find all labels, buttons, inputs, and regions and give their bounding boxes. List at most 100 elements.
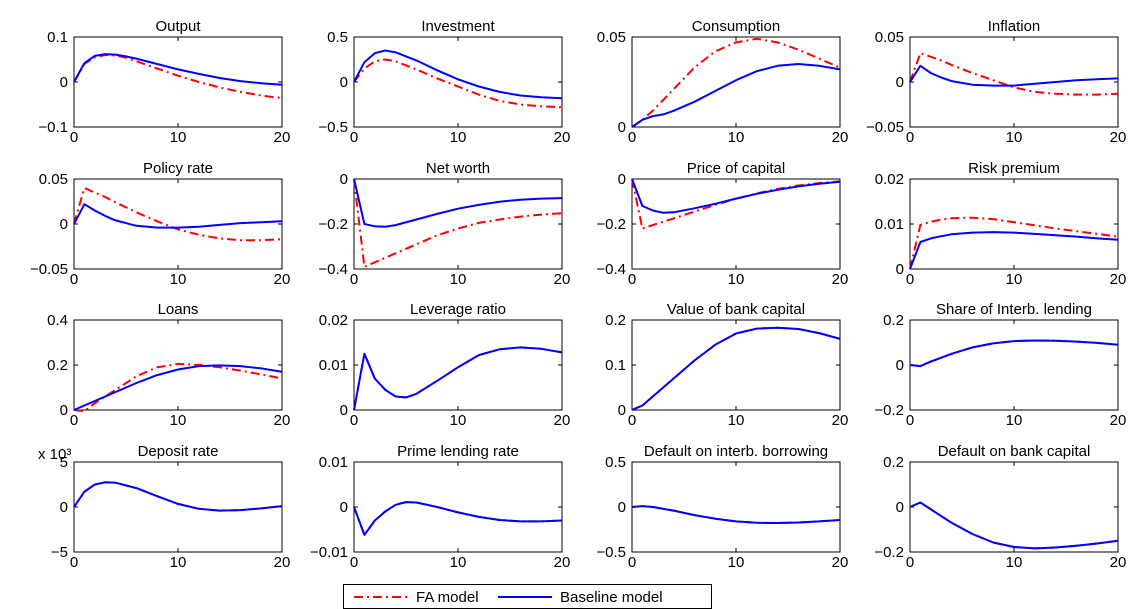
y-tick-label: 0.2 xyxy=(883,312,904,329)
x-tick-label: 20 xyxy=(832,412,849,429)
y-tick-label: −0.4 xyxy=(596,261,626,278)
panel-net-worth: Net worth 0 10 20 0 −0.2 −0.4 xyxy=(318,160,570,288)
y-tick-label: 0 xyxy=(618,171,626,188)
y-tick-label: 0 xyxy=(618,402,626,419)
legend-label-baseline: Baseline model xyxy=(560,588,663,606)
series-line-baseline-model xyxy=(631,63,841,128)
y-tick-label: 0.01 xyxy=(319,454,348,471)
panel-title: Prime lending rate xyxy=(397,443,519,460)
y-tick-label: −0.4 xyxy=(318,261,348,278)
y-tick-label: −5 xyxy=(51,544,68,561)
y-tick-label: 0 xyxy=(340,74,348,91)
panel-loans: Loans 0 10 20 0.4 0.2 0 xyxy=(47,301,290,429)
plot-frame xyxy=(73,178,283,270)
panel-title: Deposit rate xyxy=(138,443,219,460)
y-tick-label: 0 xyxy=(896,74,904,91)
panel-title: Risk premium xyxy=(968,160,1060,177)
y-tick-label: 0 xyxy=(896,357,904,374)
y-tick-label: 0 xyxy=(896,499,904,516)
panel-title: Consumption xyxy=(692,18,780,35)
panel-price-of-capital: Price of capital 0 10 20 0 −0.2 −0.4 xyxy=(596,160,848,288)
series-line-baseline-model xyxy=(73,203,283,229)
x-tick-label: 0 xyxy=(628,412,636,429)
y-tick-label: −0.5 xyxy=(596,544,626,561)
series-line-baseline-model xyxy=(631,178,841,214)
x-tick-label: 0 xyxy=(628,554,636,571)
y-tick-label: 0.2 xyxy=(605,312,626,329)
x-tick-label: 0 xyxy=(350,271,358,288)
x-tick-label: 0 xyxy=(70,129,78,146)
y-tick-label: 0 xyxy=(60,74,68,91)
panel-title: Share of Interb. lending xyxy=(936,301,1092,318)
plot-frame xyxy=(631,319,841,411)
legend-item-fa: FA model xyxy=(352,587,479,607)
x-tick-label: 10 xyxy=(450,271,467,288)
x-tick-label: 0 xyxy=(70,271,78,288)
legend-label-fa: FA model xyxy=(416,588,479,606)
y-tick-label: 0.1 xyxy=(605,357,626,374)
y-tick-label: −0.2 xyxy=(874,544,904,561)
legend-item-baseline: Baseline model xyxy=(496,587,663,607)
y-tick-label: −0.5 xyxy=(318,119,348,136)
y-tick-label: 0 xyxy=(340,171,348,188)
y-tick-label: 0.02 xyxy=(319,312,348,329)
x-tick-label: 10 xyxy=(450,412,467,429)
y-tick-label: 0.1 xyxy=(47,29,68,46)
series-line-baseline-model xyxy=(909,64,1119,87)
x-tick-label: 20 xyxy=(1110,271,1127,288)
plot-frame xyxy=(73,461,283,553)
x-tick-label: 20 xyxy=(274,271,291,288)
series-line-baseline-model xyxy=(73,364,283,411)
plot-frame xyxy=(909,319,1119,411)
x-tick-label: 0 xyxy=(350,554,358,571)
x-tick-label: 20 xyxy=(1110,554,1127,571)
x-tick-label: 10 xyxy=(450,129,467,146)
legend-line-fa xyxy=(354,596,408,598)
series-line-fa-model xyxy=(631,37,841,128)
x-tick-label: 20 xyxy=(274,554,291,571)
x-tick-label: 20 xyxy=(554,129,571,146)
x-tick-label: 20 xyxy=(274,129,291,146)
y-tick-label: −0.01 xyxy=(310,544,348,561)
legend-line-baseline xyxy=(498,596,552,598)
plot-frame xyxy=(909,178,1119,270)
y-tick-label: 0 xyxy=(618,499,626,516)
x-tick-label: 0 xyxy=(350,129,358,146)
y-tick-label: 0.2 xyxy=(47,357,68,374)
series-line-baseline-model xyxy=(909,501,1119,550)
y-tick-label: −0.2 xyxy=(874,402,904,419)
panel-risk-premium: Risk premium 0 10 20 0.02 0.01 0 xyxy=(875,160,1127,288)
panel-title: Net worth xyxy=(426,160,490,177)
plot-frame xyxy=(631,178,841,270)
panel-title: Inflation xyxy=(988,18,1041,35)
y-tick-label: 0 xyxy=(60,402,68,419)
panel-leverage-ratio: Leverage ratio 0 10 20 0.02 0.01 0 xyxy=(319,301,571,429)
panel-title: Leverage ratio xyxy=(410,301,506,318)
x-tick-label: 20 xyxy=(1110,412,1127,429)
y-tick-label: 0.5 xyxy=(605,454,626,471)
series-line-fa-model xyxy=(909,52,1119,96)
series-line-fa-model xyxy=(909,216,1119,270)
y-tick-label: 0.5 xyxy=(327,29,348,46)
x-tick-label: 10 xyxy=(728,554,745,571)
series-line-baseline-model xyxy=(631,505,841,524)
y-multiplier-label: x 10³ xyxy=(38,446,71,463)
y-tick-label: −0.2 xyxy=(596,216,626,233)
plot-frame xyxy=(353,461,563,553)
x-tick-label: 10 xyxy=(170,271,187,288)
panel-title: Loans xyxy=(158,301,199,318)
x-tick-label: 10 xyxy=(1006,271,1023,288)
plot-frame xyxy=(909,36,1119,128)
x-tick-label: 10 xyxy=(1006,412,1023,429)
y-tick-label: 0 xyxy=(60,216,68,233)
x-tick-label: 0 xyxy=(906,412,914,429)
panel-value-of-bank-capital: Value of bank capital 0 10 20 0.2 0.1 0 xyxy=(605,301,848,429)
